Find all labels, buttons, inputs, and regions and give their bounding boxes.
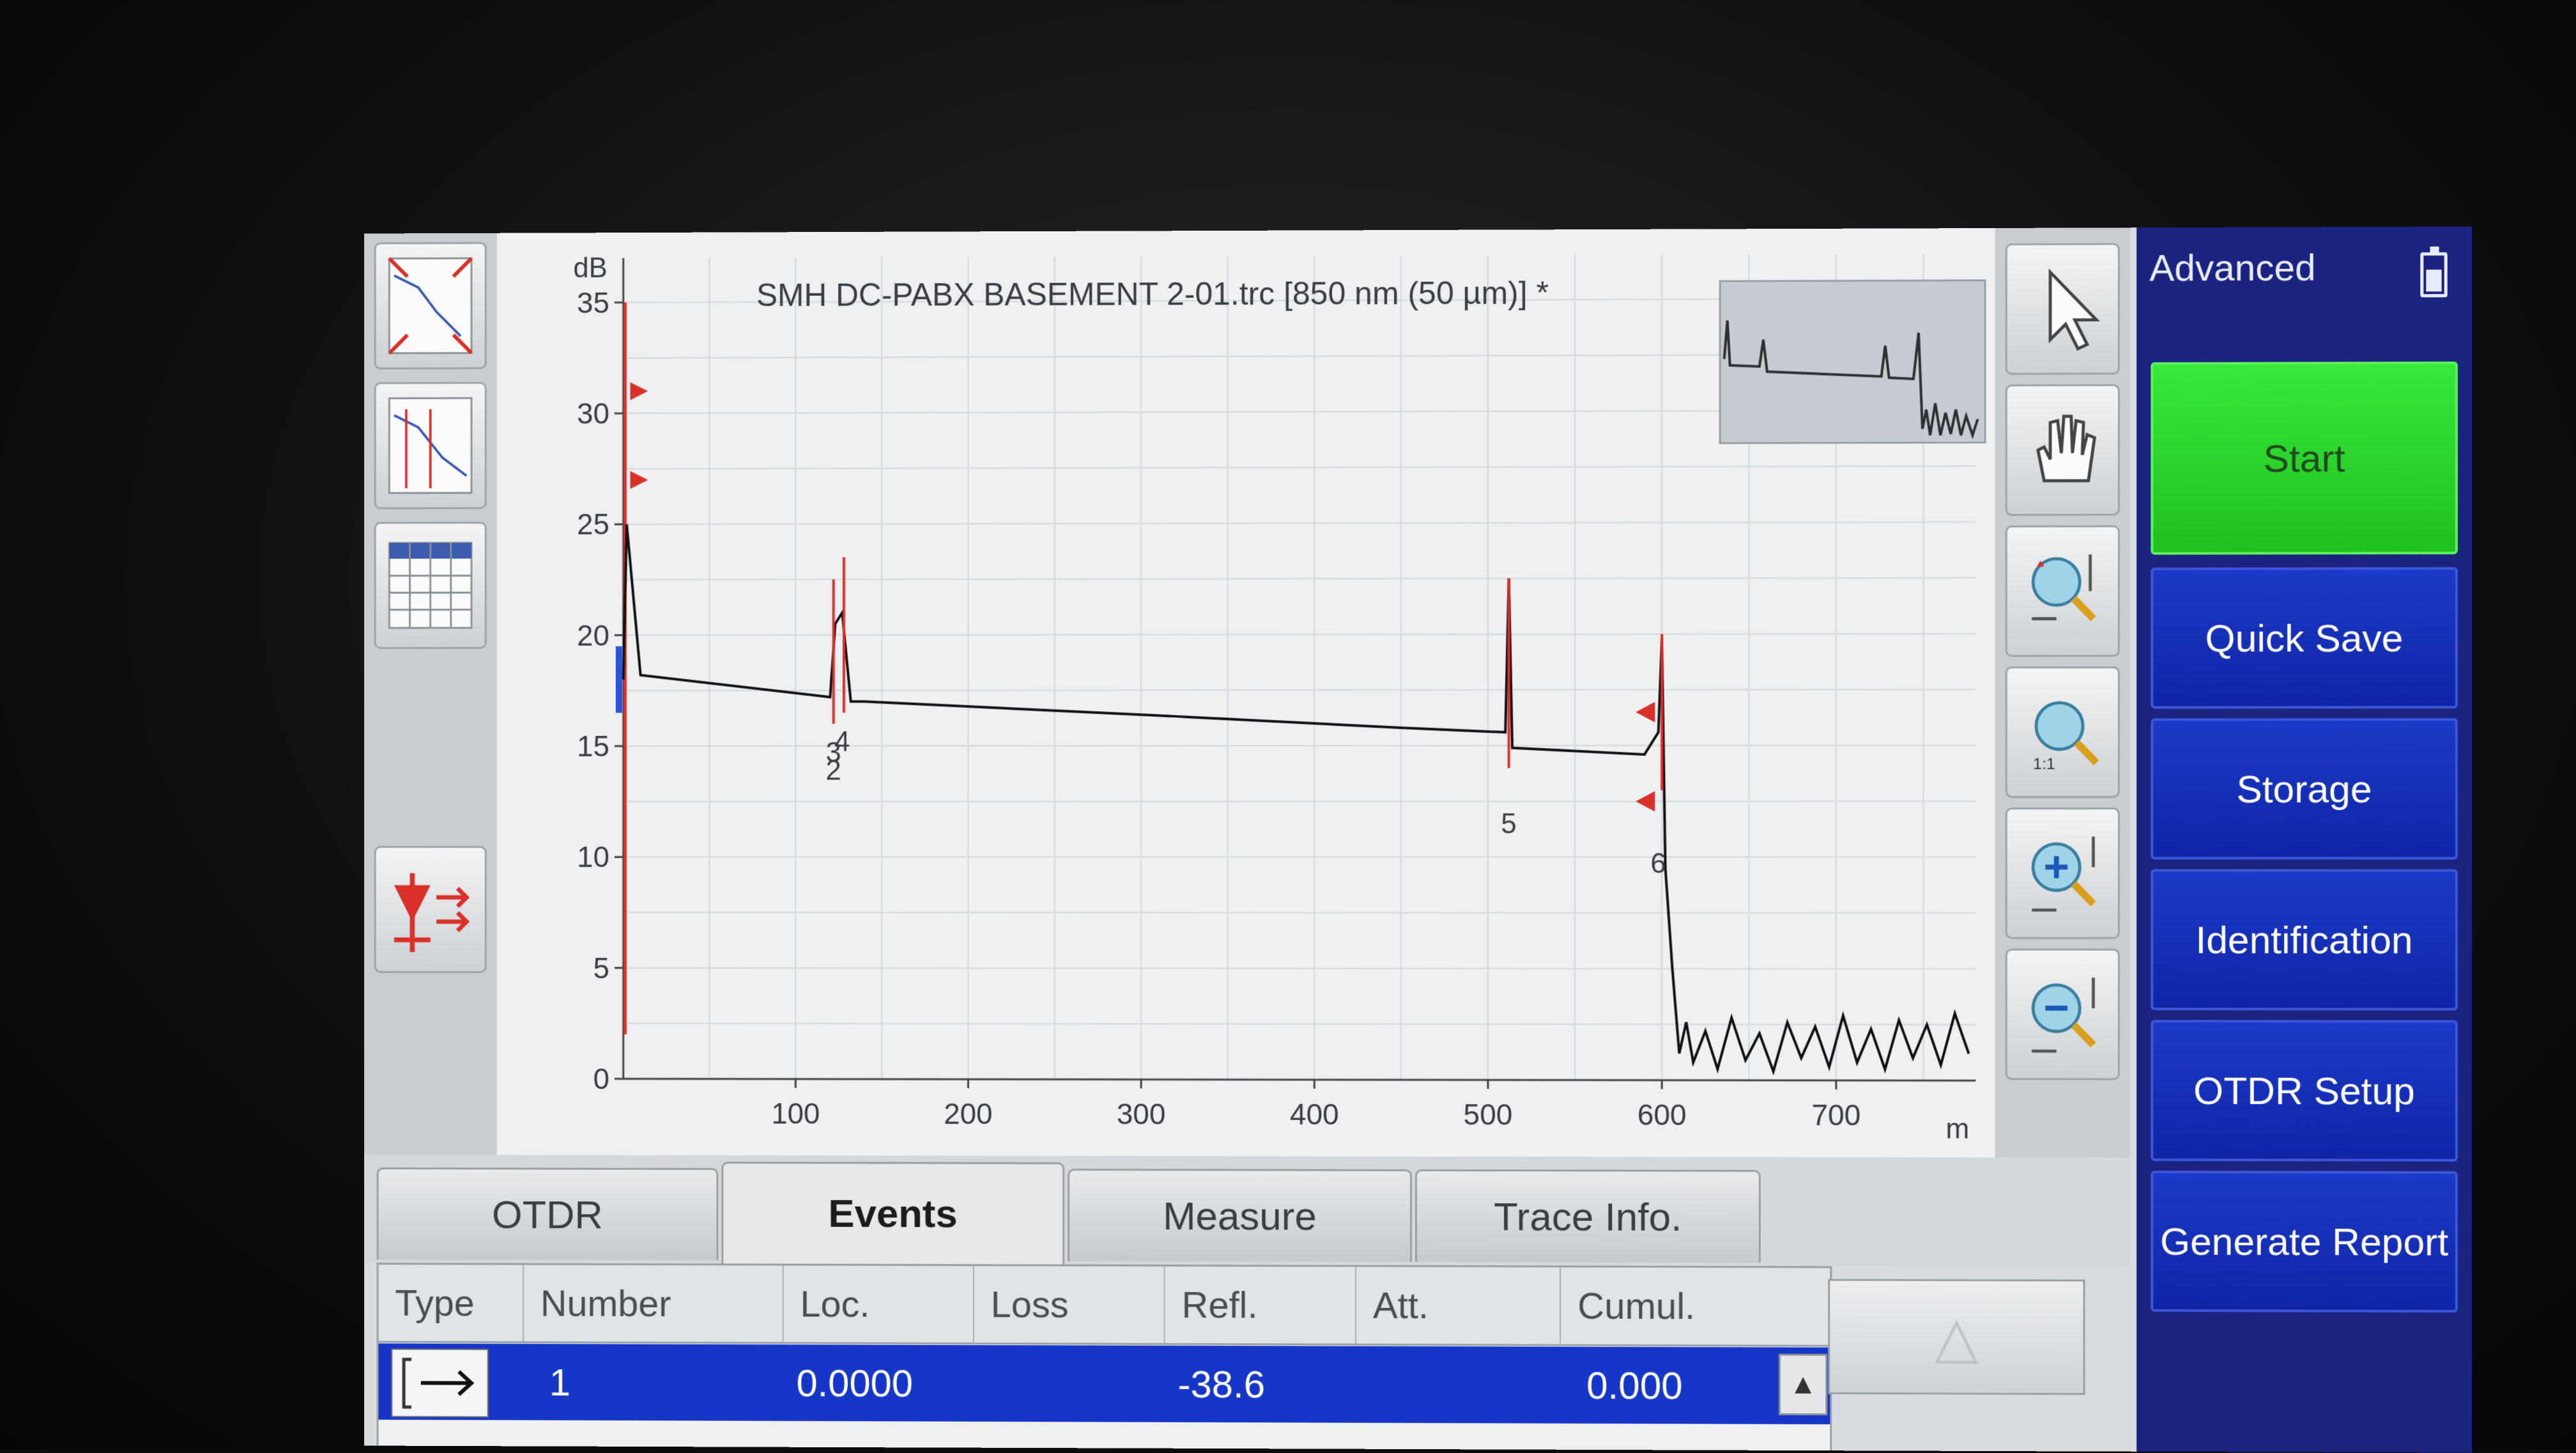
x-tick-label: 600	[1637, 1098, 1687, 1131]
x-tick-label: 300	[1117, 1097, 1166, 1130]
column-header-refl[interactable]: Refl.	[1165, 1266, 1356, 1344]
column-header-type[interactable]: Type	[379, 1265, 525, 1341]
y-tick-label: 5	[593, 951, 609, 985]
event-number: 1	[549, 1344, 571, 1420]
previous-event-button[interactable]: △	[1828, 1279, 2085, 1395]
view-tabs: OTDR Events Measure Trace Info.	[364, 1155, 2130, 1266]
identification-button[interactable]: Identification	[2150, 869, 2458, 1010]
event-number-label: 5	[1501, 808, 1516, 840]
event-number-label: 4	[834, 726, 850, 757]
zoom-toolbar: 1:1	[1995, 227, 2130, 1158]
table-view-button[interactable]	[374, 522, 487, 649]
blue-level-marker	[616, 646, 622, 712]
marker-arrow	[630, 382, 648, 400]
start-button[interactable]: Start	[2150, 362, 2458, 555]
trace-title: SMH DC-PABX BASEMENT 2-01.trc [850 nm (5…	[756, 274, 1549, 314]
table-row[interactable]: 1 0.0000 -38.6 0.000 ▲	[379, 1344, 1830, 1425]
function-panel: Advanced Start Quick Save Storage Identi…	[2136, 226, 2472, 1452]
event-location: 0.0000	[796, 1344, 912, 1421]
overview-trace-icon	[1721, 281, 1984, 442]
tab-measure[interactable]: Measure	[1068, 1169, 1412, 1262]
y-tick-label: 15	[577, 730, 610, 763]
grid-line-horizontal	[624, 968, 1976, 969]
cursor-arrow-left	[1636, 702, 1655, 722]
otdr-setup-button[interactable]: OTDR Setup	[2150, 1020, 2458, 1162]
event-cumulative-loss: 0.000	[1586, 1347, 1682, 1424]
y-tick-label: 10	[577, 840, 610, 873]
grid-line-horizontal	[624, 912, 1976, 913]
select-pointer-button[interactable]	[2005, 243, 2120, 374]
y-tick-label: 0	[593, 1062, 609, 1095]
grid-line-horizontal	[624, 466, 1976, 468]
full-view-icon	[376, 244, 485, 367]
column-header-att[interactable]: Att.	[1356, 1267, 1561, 1344]
fiber-event-icon	[376, 848, 485, 971]
cursor-arrow-icon	[2007, 245, 2118, 373]
hand-icon	[2007, 386, 2118, 514]
full-view-button[interactable]	[374, 242, 487, 369]
panel-title: Advanced	[2149, 246, 2315, 289]
grid-line-horizontal	[624, 578, 1976, 580]
cursor-arrow-left	[1636, 791, 1655, 811]
zoom-out-button[interactable]	[2005, 949, 2120, 1080]
x-tick-label: 500	[1464, 1098, 1513, 1131]
pan-hand-button[interactable]	[2005, 384, 2120, 516]
left-toolbar	[364, 233, 499, 1155]
x-axis-unit-label: m	[1946, 1113, 1970, 1144]
table-scroll-up-button[interactable]: ▲	[1779, 1354, 1827, 1415]
y-tick-label: 25	[577, 508, 610, 541]
trace-view-button[interactable]	[374, 382, 487, 509]
x-tick-label: 200	[944, 1097, 992, 1130]
zoom-in-icon	[2007, 810, 2118, 937]
x-tick-label: 700	[1811, 1098, 1860, 1132]
events-table: Type Number Loc. Loss Refl. Att. Cumul. …	[377, 1263, 1832, 1452]
x-tick-label: 400	[1290, 1098, 1339, 1131]
zoom-reset-button[interactable]: 1:1	[2005, 666, 2120, 798]
tab-trace-info[interactable]: Trace Info.	[1415, 1169, 1761, 1263]
events-table-header: Type Number Loc. Loss Refl. Att. Cumul.	[379, 1265, 1830, 1347]
launch-event-icon	[391, 1349, 488, 1418]
tab-otdr[interactable]: OTDR	[377, 1167, 719, 1260]
generate-report-button[interactable]: Generate Report	[2150, 1171, 2458, 1312]
svg-text:1:1: 1:1	[2033, 755, 2055, 773]
zoom-one-to-one-icon: 1:1	[2007, 668, 2118, 796]
y-tick-label: 20	[577, 619, 610, 652]
column-header-number[interactable]: Number	[524, 1265, 784, 1342]
zoom-area-button[interactable]	[2005, 525, 2120, 657]
zoom-in-button[interactable]	[2005, 808, 2120, 939]
y-tick-label: 30	[577, 397, 610, 430]
y-axis-unit-label: dB	[573, 252, 607, 284]
grid-line-horizontal	[624, 634, 1976, 635]
table-grid-icon	[376, 524, 485, 647]
grid-line-horizontal	[624, 689, 1976, 691]
battery-icon	[2420, 252, 2447, 298]
zoom-out-icon	[2007, 951, 2118, 1079]
tab-events[interactable]: Events	[721, 1162, 1064, 1265]
column-header-loc[interactable]: Loc.	[784, 1266, 974, 1342]
quick-save-button[interactable]: Quick Save	[2150, 567, 2458, 709]
trace-line	[624, 522, 1969, 1072]
zoom-area-icon	[2007, 527, 2118, 655]
trace-view-icon	[376, 384, 485, 507]
storage-button[interactable]: Storage	[2150, 718, 2458, 859]
x-axis	[624, 1079, 1976, 1080]
event-reflectance: -38.6	[1178, 1346, 1265, 1422]
fiber-link-button[interactable]	[374, 846, 487, 973]
column-header-loss[interactable]: Loss	[974, 1266, 1165, 1343]
event-number-label: 6	[1650, 848, 1666, 879]
x-tick-label: 100	[771, 1096, 820, 1130]
column-header-cumul[interactable]: Cumul.	[1561, 1268, 1827, 1345]
grid-line-horizontal	[624, 1024, 1976, 1025]
y-tick-label: 35	[577, 286, 610, 319]
grid-line-horizontal	[624, 522, 1976, 525]
marker-arrow	[630, 471, 648, 489]
trace-overview-minimap[interactable]	[1719, 279, 1986, 444]
